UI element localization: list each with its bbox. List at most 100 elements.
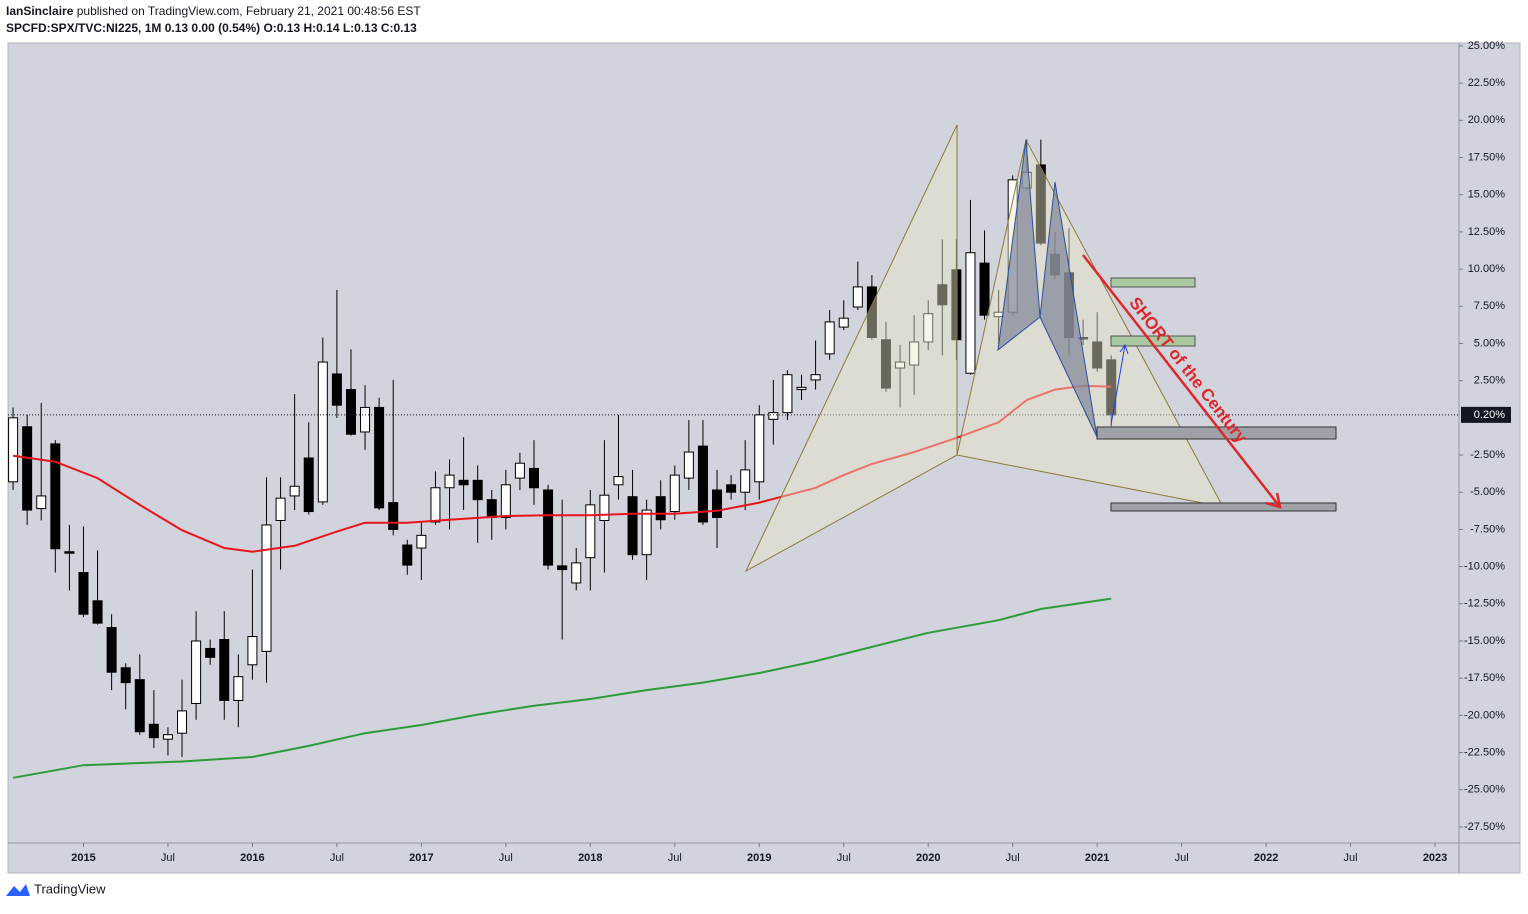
candle-body: [177, 710, 188, 734]
target-box: [1110, 277, 1196, 288]
x-tick-label: 2023: [1423, 852, 1447, 864]
y-tick-label: 5.00%: [1474, 337, 1505, 349]
candle-body: [852, 286, 863, 308]
pattern-xab: [744, 124, 958, 573]
candle-body: [880, 339, 891, 389]
candle-body: [205, 647, 216, 658]
candle-body: [92, 600, 103, 624]
x-tick-label: Jul: [499, 852, 513, 864]
y-tick-label: -22.50%: [1464, 746, 1505, 758]
candle-body: [838, 317, 849, 328]
candle-body: [571, 562, 582, 584]
y-tick-label: 22.50%: [1468, 77, 1506, 89]
footer-logo: TradingView: [6, 881, 106, 896]
symbol: SPCFD:SPX/TVC:NI225, 1M: [6, 21, 161, 35]
last-value-box: [1461, 406, 1511, 423]
candle-body: [78, 572, 89, 615]
candle-body: [669, 474, 680, 513]
candle-body: [754, 414, 765, 483]
y-tick-label: 12.50%: [1468, 226, 1506, 238]
candle-body: [374, 406, 385, 509]
x-tick-label: Jul: [837, 852, 851, 864]
candle-body: [866, 286, 877, 339]
y-tick-label: -5.00%: [1470, 486, 1505, 498]
candle-body: [402, 544, 413, 566]
zone-box: [1110, 502, 1337, 512]
header-line-1: IanSinclaire published on TradingView.co…: [6, 4, 421, 18]
y-tick-label: -2.50%: [1470, 449, 1505, 461]
x-tick-label: 2022: [1254, 852, 1278, 864]
candle-body: [148, 723, 159, 739]
published: published on TradingView.com, February 2…: [77, 4, 422, 18]
x-tick-label: 2019: [747, 852, 771, 864]
candle-body: [275, 497, 286, 521]
candle-body: [458, 479, 469, 486]
candle-body: [472, 479, 483, 501]
candle-body: [528, 467, 539, 489]
drawings: SHORT of the Century: [744, 124, 1337, 573]
y-tick-label: -7.50%: [1470, 523, 1505, 535]
y-tick-label: 10.00%: [1468, 263, 1506, 275]
x-tick-label: 2017: [409, 852, 433, 864]
x-tick-label: 2021: [1085, 852, 1109, 864]
candle-body: [697, 445, 708, 523]
candle-body: [162, 734, 173, 740]
x-tick-label: Jul: [668, 852, 682, 864]
y-tick-label: -15.00%: [1464, 635, 1505, 647]
candle-body: [543, 489, 554, 566]
x-tick-label: Jul: [1006, 852, 1020, 864]
candle-body: [331, 373, 342, 406]
candle-body: [683, 451, 694, 479]
last-value-label: 0.20%: [1474, 409, 1505, 421]
y-tick-label: 17.50%: [1468, 151, 1506, 163]
moving-average: [12, 384, 1112, 553]
y-tick-label: 20.00%: [1468, 114, 1506, 126]
candle-body: [219, 638, 230, 701]
candle-body: [514, 462, 525, 479]
candle-body: [641, 509, 652, 556]
y-tick-label: -20.00%: [1464, 709, 1505, 721]
candle-body: [557, 565, 568, 571]
y-tick-label: 2.50%: [1474, 375, 1505, 387]
candle-body: [937, 284, 948, 306]
candle-body: [388, 502, 399, 530]
candle-body: [486, 499, 497, 519]
candle-body: [740, 469, 751, 493]
quote: 0.13 0.00 (0.54%) O:0.13 H:0.14 L:0.13 C…: [165, 21, 417, 35]
candle-body: [599, 494, 610, 521]
candle-body: [500, 484, 511, 519]
x-tick-label: Jul: [1344, 852, 1358, 864]
candle-body: [923, 313, 934, 343]
candle-body: [50, 443, 61, 550]
x-tick-label: 2016: [240, 852, 264, 864]
y-tick-label: -17.50%: [1464, 672, 1505, 684]
candle-body: [8, 417, 19, 483]
candle-body: [261, 524, 272, 652]
candle-body: [191, 640, 202, 704]
candle-body: [289, 485, 300, 497]
candle-body: [1092, 341, 1103, 369]
candle-body: [810, 374, 821, 381]
blue-arrow: [1110, 343, 1129, 426]
candle-body: [64, 551, 75, 554]
candle-body: [712, 489, 723, 519]
logo-icon: [6, 884, 30, 896]
x-tick-label: 2015: [71, 852, 95, 864]
x-tick-label: Jul: [330, 852, 344, 864]
candle-body: [726, 484, 737, 493]
candle-body: [134, 679, 145, 733]
candle-body: [303, 457, 314, 513]
candle-body: [345, 389, 356, 435]
candle-body: [1035, 164, 1046, 244]
candle-body: [768, 412, 779, 420]
y-tick-label: 15.00%: [1468, 189, 1506, 201]
candle-body: [965, 252, 976, 374]
short-arrow: [1082, 254, 1282, 509]
candle-body: [22, 426, 33, 511]
candle-body: [909, 341, 920, 366]
pattern-small-1: [997, 139, 1041, 352]
candle-body: [824, 321, 835, 355]
candle-body: [106, 627, 117, 673]
candle-body: [627, 496, 638, 556]
y-tick-label: -25.00%: [1464, 784, 1505, 796]
